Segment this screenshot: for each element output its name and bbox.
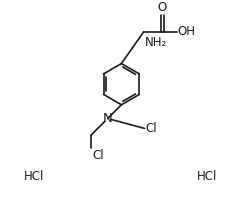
Text: NH₂: NH₂: [145, 36, 167, 49]
Text: Cl: Cl: [145, 122, 157, 135]
Text: HCl: HCl: [24, 170, 45, 183]
Text: HCl: HCl: [197, 170, 217, 183]
Text: N: N: [103, 112, 113, 125]
Text: O: O: [158, 1, 167, 14]
Text: Cl: Cl: [92, 149, 104, 162]
Text: OH: OH: [178, 25, 196, 38]
